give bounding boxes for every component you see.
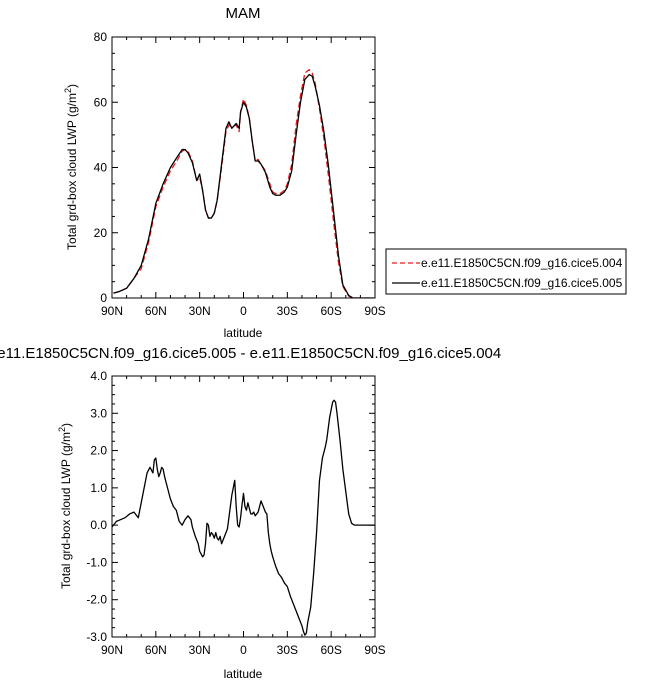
x-tick-label: 60S (320, 304, 341, 318)
y-tick-label: 20 (94, 226, 108, 240)
x-tick-label: 30S (277, 304, 298, 318)
plot-area: 90N 60N 30N 0 30S 60S 90S -3.0 -2.0 -1.0 0.0 1.0 2.0… (86, 369, 385, 657)
plot-frame (111, 375, 376, 638)
chart-difference: e.e11.E1850C5CN.f09_g16.cice5.005 - e.e1… (0, 345, 501, 681)
y-tick-label: 4.0 (90, 369, 107, 383)
y-tick-label: 40 (94, 161, 108, 175)
x-tick-label: 60S (320, 643, 341, 657)
chart-title: e.e11.E1850C5CN.f09_g16.cice5.005 - e.e1… (0, 345, 501, 362)
x-tick-label: 30S (277, 643, 298, 657)
x-tick-label: 90S (364, 304, 385, 318)
x-tick-label: 60N (145, 643, 167, 657)
series-line-0 (112, 399, 375, 636)
x-tick-label: 30N (189, 643, 211, 657)
series-group (113, 68, 374, 298)
y-tick-label: -2.0 (86, 593, 107, 607)
x-tick-label: 30N (189, 304, 211, 318)
y-tick-label: 3.0 (90, 406, 107, 420)
y-tick-label: 0 (100, 291, 107, 305)
y-axis-label: Total grd-box cloud LWP (g/m2) (57, 423, 73, 589)
y-tick-label: -1.0 (86, 555, 107, 569)
y-axis-label: Total grd-box cloud LWP (g/m2) (63, 84, 79, 250)
y-tick-label: 2.0 (90, 444, 107, 458)
chart-title: MAM (226, 5, 261, 22)
x-tick-label: 90N (101, 643, 123, 657)
plot-frame (111, 36, 376, 299)
legend: e.e11.E1850C5CN.f09_g16.cice5.004 e.e11.… (385, 248, 627, 295)
y-tick-label: 1.0 (90, 481, 107, 495)
y-tick-label: -3.0 (86, 630, 107, 644)
x-tick-label: 90N (101, 304, 123, 318)
legend-box (385, 248, 627, 295)
legend-label-005: e.e11.E1850C5CN.f09_g16.cice5.005 (421, 276, 623, 290)
y-tick-label: 80 (94, 30, 108, 44)
chart-mam: MAM 90N 60N 30N 0 30S 60S 90S 0 20 40 60 80 latitud… (63, 5, 627, 340)
y-tick-label: 60 (94, 95, 108, 109)
x-tick-label: 0 (240, 304, 247, 318)
series-group (112, 399, 375, 636)
x-tick-label: 0 (240, 643, 247, 657)
plot-area: 90N 60N 30N 0 30S 60S 90S 0 20 40 60 80 (94, 30, 386, 318)
x-tick-label: 60N (145, 304, 167, 318)
legend-label-004: e.e11.E1850C5CN.f09_g16.cice5.004 (421, 256, 623, 270)
x-axis-label: latitude (224, 326, 263, 340)
x-tick-label: 90S (364, 643, 385, 657)
x-axis-label: latitude (224, 667, 263, 681)
series-line-1 (113, 73, 374, 298)
y-tick-label: 0.0 (90, 518, 107, 532)
